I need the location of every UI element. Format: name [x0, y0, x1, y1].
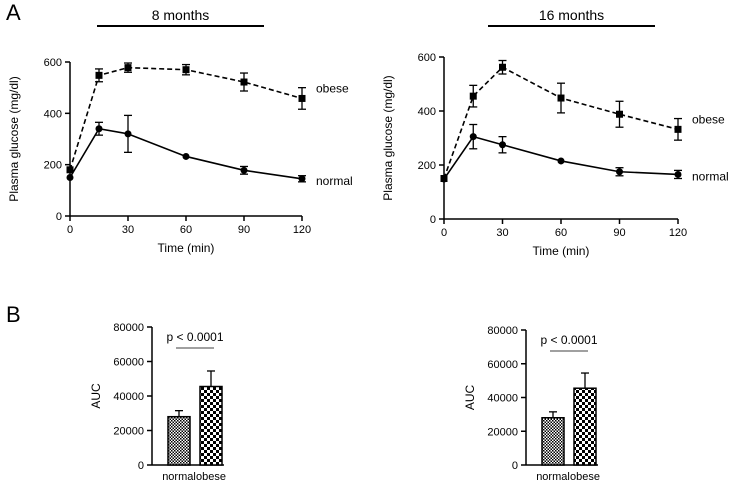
data-point [557, 157, 565, 165]
data-point [124, 130, 132, 138]
y-tick-label: 80000 [113, 322, 144, 334]
y-tick-label: 40000 [487, 393, 518, 405]
data-point [674, 125, 682, 133]
bar-normal [541, 417, 565, 466]
series-label-obese: obese [692, 112, 725, 126]
y-tick-label: 80000 [487, 325, 518, 337]
chart-title: 16 months [539, 7, 604, 23]
y-tick-label: 20000 [487, 426, 518, 438]
x-tick-label: 120 [293, 224, 311, 236]
y-tick-label: 20000 [113, 426, 144, 438]
y-tick-label: 600 [44, 57, 62, 69]
data-point [95, 125, 103, 133]
x-tick-label: obese [196, 471, 226, 483]
data-point [298, 175, 306, 183]
y-axis-label: AUC [89, 383, 103, 409]
data-point [440, 175, 448, 183]
data-point [469, 133, 477, 141]
data-point [499, 141, 506, 149]
data-point [557, 94, 565, 102]
y-tick-label: 200 [44, 160, 62, 172]
p-value-annotation: p < 0.0001 [540, 333, 597, 347]
x-tick-label: 60 [180, 224, 192, 236]
series-label-obese: obese [316, 81, 349, 95]
y-axis-label: AUC [463, 385, 477, 411]
data-point [674, 170, 682, 178]
data-point [240, 166, 248, 174]
y-axis-label: Plasma glucose (mg/dl) [381, 75, 395, 200]
y-tick-label: 400 [44, 108, 62, 120]
series-obese: obese [440, 59, 725, 182]
y-tick-label: 60000 [487, 359, 518, 371]
chart-ogtt-16m: 16 months 0 200 400 600 0 30 60 90 120 Time (min) P… [381, 7, 729, 258]
chart-ogtt-8m: 8 months 0 200 400 600 0 30 60 90 120 Time (min) Pl… [7, 7, 353, 255]
x-tick-label: 60 [555, 227, 567, 239]
series-label-normal: normal [692, 169, 729, 183]
x-tick-label: 30 [496, 227, 508, 239]
data-point [616, 110, 623, 118]
x-tick-label: 90 [238, 224, 250, 236]
data-point [66, 166, 74, 174]
y-tick-label: 40000 [113, 391, 144, 403]
data-point [499, 63, 506, 71]
x-tick-label: 0 [441, 227, 447, 239]
x-tick-label: obese [570, 471, 600, 483]
data-point [66, 174, 74, 181]
panel-label-b: B [6, 302, 21, 327]
series-label-normal: normal [316, 174, 353, 188]
chart-auc-8m: 0 20000 40000 60000 80000 AUC normal obese p < 0… [89, 322, 226, 483]
bar-normal [167, 415, 191, 466]
series-line [443, 66, 679, 179]
data-point [95, 71, 103, 79]
x-axis-label: Time (min) [158, 241, 215, 255]
y-tick-label: 600 [418, 52, 436, 64]
x-tick-label: 0 [67, 224, 73, 236]
x-tick-label: 120 [669, 227, 687, 239]
series-normal: normal [66, 114, 353, 188]
data-point [298, 94, 306, 102]
series-line [443, 135, 679, 180]
bar-obese [199, 385, 223, 466]
x-tick-label: 30 [122, 224, 134, 236]
data-point [616, 168, 623, 176]
panel-label-a: A [6, 0, 21, 25]
y-tick-label: 400 [418, 106, 436, 118]
data-point [469, 92, 477, 100]
y-tick-label: 0 [138, 460, 144, 472]
data-point [240, 78, 248, 86]
series-obese: obese [66, 62, 349, 174]
y-tick-label: 60000 [113, 357, 144, 369]
data-point [182, 66, 190, 74]
y-tick-label: 200 [418, 160, 436, 172]
x-tick-label: normal [536, 471, 570, 483]
y-tick-label: 0 [56, 211, 62, 223]
x-axis-label: Time (min) [533, 244, 590, 258]
y-axis-label: Plasma glucose (mg/dl) [7, 76, 21, 201]
bar-obese [573, 387, 597, 466]
chart-auc-16m: 0 20000 40000 60000 80000 AUC normal obese p < 0… [463, 325, 600, 483]
data-point [124, 64, 132, 72]
data-point [182, 152, 190, 160]
series-line [69, 66, 303, 171]
x-tick-label: 90 [613, 227, 625, 239]
x-tick-label: normal [162, 471, 196, 483]
chart-title: 8 months [152, 7, 210, 23]
p-value-annotation: p < 0.0001 [166, 330, 223, 344]
y-tick-label: 0 [512, 460, 518, 472]
series-line [69, 127, 303, 180]
y-tick-label: 0 [430, 214, 436, 226]
series-normal: normal [440, 123, 729, 183]
